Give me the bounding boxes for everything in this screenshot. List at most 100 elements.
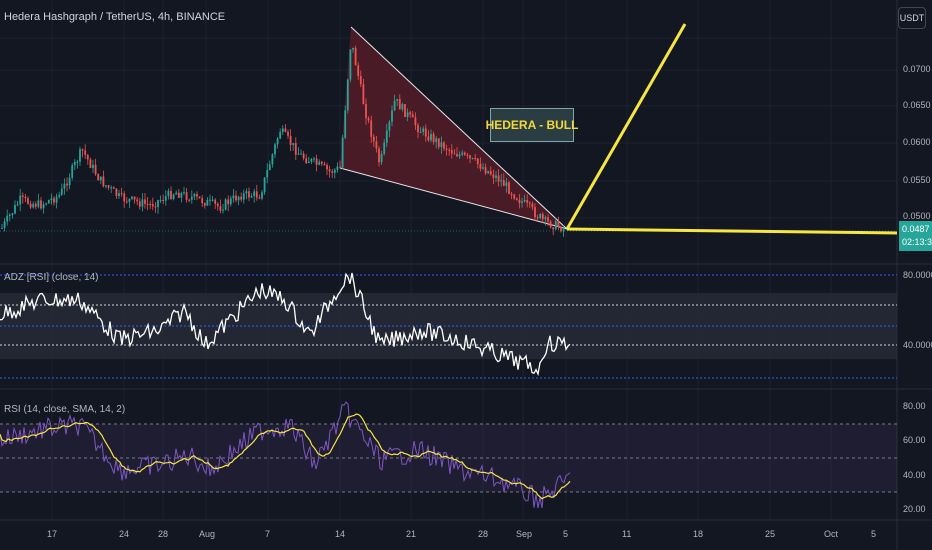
rsi-axis-label: 80.00 xyxy=(903,401,926,411)
time-axis-label: 21 xyxy=(406,529,417,539)
candle-body xyxy=(508,182,510,194)
currency-button[interactable]: USDT xyxy=(898,7,926,29)
candle-body xyxy=(16,204,19,206)
candle-body xyxy=(263,177,266,193)
candle-body xyxy=(97,174,100,181)
candle-body xyxy=(557,221,560,228)
wedge-lower-line[interactable] xyxy=(339,167,568,230)
projection-up-line[interactable] xyxy=(565,23,687,230)
candle-body xyxy=(544,217,547,220)
candle-body xyxy=(37,200,40,207)
rsi-line[interactable] xyxy=(0,401,571,509)
candle-body xyxy=(437,138,440,148)
candle-body xyxy=(190,196,193,200)
candle-body xyxy=(162,200,165,202)
candle-body xyxy=(214,199,217,204)
candle-body xyxy=(284,128,287,132)
candle-body xyxy=(445,148,448,150)
candle-body xyxy=(289,135,292,145)
candle-body xyxy=(474,158,477,160)
candle-body xyxy=(463,152,466,155)
projection-flat-line[interactable] xyxy=(566,227,898,235)
adz-indicator-label[interactable]: ADZ [RSI] (close, 14) xyxy=(4,272,99,283)
candle-body xyxy=(271,154,274,165)
candle-body xyxy=(331,171,334,173)
candle-body xyxy=(367,118,370,121)
candle-body xyxy=(518,199,521,203)
adz-line[interactable] xyxy=(0,272,571,377)
candle-body xyxy=(224,199,227,210)
candle-body xyxy=(430,134,432,141)
candle-body xyxy=(440,142,443,148)
candle-body xyxy=(258,197,261,199)
candle-body xyxy=(476,158,479,165)
candle-body xyxy=(138,201,141,207)
candle-body xyxy=(157,200,159,208)
candle-body xyxy=(94,164,97,175)
candle-body xyxy=(131,196,133,199)
candle-body xyxy=(227,199,230,205)
wedge-upper-line[interactable] xyxy=(350,26,568,230)
candle-body xyxy=(354,47,357,66)
time-axis-label: 7 xyxy=(265,529,271,539)
candle-body xyxy=(333,169,336,173)
candle-body xyxy=(492,174,495,178)
candle-body xyxy=(81,149,84,151)
candle-body xyxy=(19,195,22,205)
candle-body xyxy=(534,207,536,218)
candle-body xyxy=(554,221,557,230)
candle-body xyxy=(320,161,323,164)
candle-body xyxy=(86,154,89,160)
rsi-indicator-label[interactable]: RSI (14, close, SMA, 14, 2) xyxy=(4,404,126,415)
candle-body xyxy=(105,185,107,187)
candle-body xyxy=(183,192,185,194)
candle-body xyxy=(110,187,113,189)
candle-body xyxy=(489,170,492,175)
candle-body xyxy=(365,104,367,119)
candle-body xyxy=(359,75,362,85)
candle-body xyxy=(193,194,196,197)
candle-body xyxy=(42,204,45,209)
hedera-bull-annotation[interactable]: HEDERA - BULL xyxy=(486,108,578,142)
candle-body xyxy=(58,194,61,197)
candle-body xyxy=(357,65,360,76)
candle-body xyxy=(107,185,110,188)
rsi-axis-label: 60.00 xyxy=(903,435,926,445)
candle-body xyxy=(510,193,513,195)
candle-body xyxy=(346,79,349,111)
candle-body xyxy=(255,191,258,198)
candle-body xyxy=(66,183,68,186)
price-axis-label: 0.0650 xyxy=(903,100,931,110)
candle-body xyxy=(198,196,201,199)
candle-body xyxy=(448,149,451,151)
candle-body xyxy=(450,150,453,154)
falling-wedge-pattern[interactable] xyxy=(340,27,567,229)
candle-body xyxy=(414,117,417,126)
candle-body xyxy=(531,203,534,208)
candle-body xyxy=(102,176,105,187)
candle-body xyxy=(268,164,271,171)
time-axis-label: 25 xyxy=(765,529,776,539)
candle-body xyxy=(50,198,53,201)
candle-body xyxy=(209,199,211,201)
candle-body xyxy=(401,104,404,110)
rsi-axis-label: 40.00 xyxy=(903,470,926,480)
time-axis-label: 5 xyxy=(563,529,569,539)
candle-body xyxy=(11,213,14,215)
candle-body xyxy=(170,190,172,199)
candle-body xyxy=(123,193,126,202)
candle-body xyxy=(242,193,245,200)
candlestick-series[interactable] xyxy=(1,45,565,237)
price-axis-label: 0.0700 xyxy=(903,64,931,74)
candle-body xyxy=(34,203,37,207)
candle-body xyxy=(118,193,120,197)
candle-body xyxy=(326,164,328,170)
candle-body xyxy=(279,131,282,139)
candle-body xyxy=(513,194,516,199)
candle-body xyxy=(432,134,435,143)
time-axis-label: 5 xyxy=(871,529,877,539)
candle-body xyxy=(159,200,162,202)
candle-body xyxy=(341,137,344,168)
rsi-ma-line[interactable] xyxy=(0,413,571,500)
